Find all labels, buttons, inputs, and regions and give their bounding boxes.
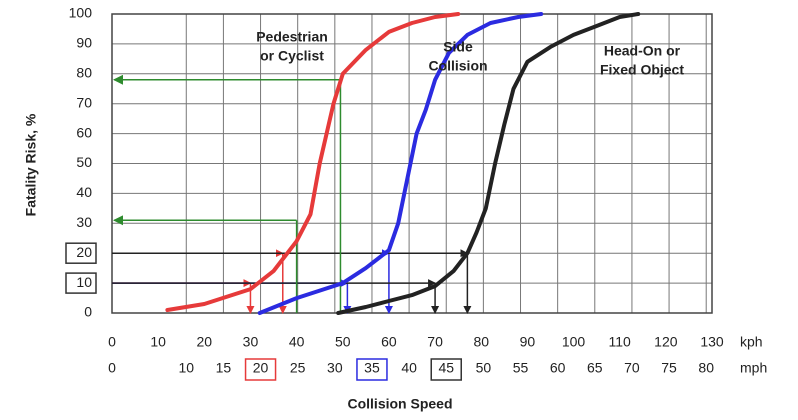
risk-curve xyxy=(257,12,544,315)
curve-label: Collision xyxy=(428,58,487,74)
x2-tick-label: 70 xyxy=(624,360,640,376)
x-tick-label: 90 xyxy=(520,334,536,350)
risk-curve xyxy=(336,12,641,315)
curve-label: Head-On or xyxy=(604,43,681,59)
y-tick-label: 80 xyxy=(76,65,92,81)
x2-tick-label: 60 xyxy=(550,360,566,376)
y-tick-label: 70 xyxy=(76,94,92,110)
x2-tick-label: 30 xyxy=(327,360,343,376)
x2-unit: mph xyxy=(740,360,767,376)
tick-box xyxy=(244,358,277,381)
curve-label: Side xyxy=(443,39,473,55)
x2-tick-label: 0 xyxy=(108,360,116,376)
x-tick-label: 100 xyxy=(562,334,586,350)
x-tick-label: 0 xyxy=(108,334,116,350)
x-tick-label: 10 xyxy=(150,334,166,350)
y-tick-label: 100 xyxy=(69,5,93,21)
x-tick-label: 60 xyxy=(381,334,397,350)
x-tick-label: 120 xyxy=(654,334,678,350)
x-tick-label: 50 xyxy=(335,334,351,350)
x2-tick-label: 25 xyxy=(290,360,306,376)
x-tick-label: 130 xyxy=(700,334,724,350)
x-tick-label: 70 xyxy=(427,334,443,350)
y-tick-label: 30 xyxy=(76,214,92,230)
x2-tick-label: 50 xyxy=(476,360,492,376)
y-tick-label: 60 xyxy=(76,124,92,140)
y-tick-label: 50 xyxy=(76,154,92,170)
x-tick-label: 40 xyxy=(289,334,305,350)
y-tick-label: 10 xyxy=(76,274,92,290)
tick-box xyxy=(430,358,462,381)
y-tick-label: 90 xyxy=(76,35,92,51)
x2-tick-label: 55 xyxy=(513,360,529,376)
tick-box xyxy=(65,242,97,264)
y-axis-label: Fatality Risk, % xyxy=(23,113,39,216)
tick-box xyxy=(65,272,97,294)
x2-tick-label: 35 xyxy=(364,360,380,376)
x-tick-label: 80 xyxy=(473,334,489,350)
x2-tick-label: 10 xyxy=(178,360,194,376)
x2-tick-label: 20 xyxy=(253,360,269,376)
y-tick-label: 40 xyxy=(76,184,92,200)
x-axis-label: Collision Speed xyxy=(347,396,452,412)
x2-tick-label: 15 xyxy=(216,360,232,376)
x2-tick-label: 75 xyxy=(661,360,677,376)
x-tick-label: 110 xyxy=(609,334,632,350)
x2-tick-label: 65 xyxy=(587,360,603,376)
x2-tick-label: 80 xyxy=(698,360,714,376)
x-tick-label: 20 xyxy=(197,334,213,350)
x2-tick-label: 40 xyxy=(401,360,417,376)
curve-label: Pedestrian xyxy=(256,29,328,45)
y-tick-label: 20 xyxy=(76,244,92,260)
risk-curve xyxy=(165,12,461,312)
y-tick-label: 0 xyxy=(84,304,92,320)
x-unit: kph xyxy=(740,334,763,350)
curve-label: Fixed Object xyxy=(600,62,684,78)
tick-box xyxy=(356,358,388,381)
x-tick-label: 30 xyxy=(243,334,259,350)
plot-frame xyxy=(111,13,713,314)
x2-tick-label: 45 xyxy=(438,360,454,376)
curve-label: or Cyclist xyxy=(260,48,324,64)
